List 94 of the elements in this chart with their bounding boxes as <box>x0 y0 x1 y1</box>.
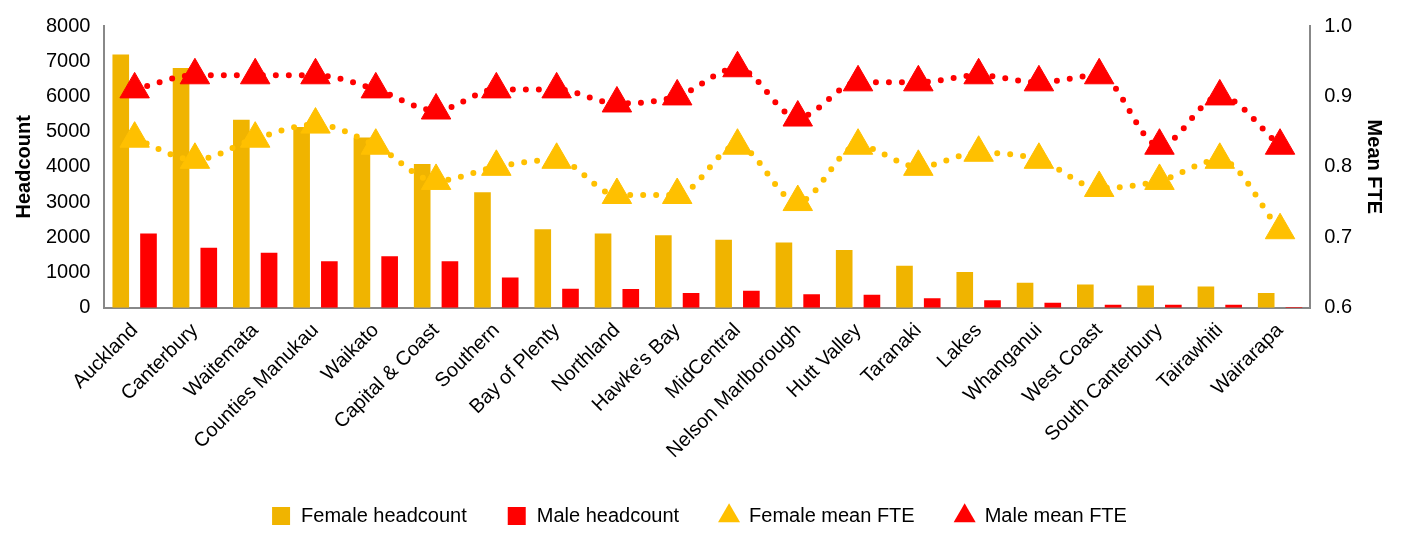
point <box>119 71 150 99</box>
y2-tick-label: 0.9 <box>1324 83 1353 106</box>
bar <box>233 119 250 308</box>
bar <box>441 261 459 308</box>
point <box>360 128 391 155</box>
bar <box>200 247 218 308</box>
bar <box>743 290 760 308</box>
y-tick-label: 6000 <box>45 83 91 106</box>
bar <box>956 272 974 308</box>
point <box>782 100 813 127</box>
bar <box>413 164 431 308</box>
point <box>1204 78 1235 106</box>
bar <box>835 249 853 308</box>
point <box>722 128 753 155</box>
y2-tick-label: 0.6 <box>1324 295 1353 318</box>
point <box>179 57 211 85</box>
bar <box>682 292 700 308</box>
legend-label: Female headcount <box>301 503 468 526</box>
point <box>420 93 452 120</box>
point <box>1023 64 1055 92</box>
bar <box>293 127 310 308</box>
point <box>481 149 512 176</box>
y2-axis-title: Mean FTE <box>1364 119 1387 215</box>
point <box>1083 170 1115 197</box>
y2-tick-label: 0.7 <box>1324 224 1353 247</box>
bar <box>1016 282 1034 308</box>
y-tick-label: 2000 <box>45 224 91 247</box>
point <box>1083 57 1115 85</box>
bar <box>896 265 913 308</box>
point <box>119 121 150 148</box>
y-tick-label: 3000 <box>45 189 91 212</box>
point <box>963 57 994 85</box>
point <box>1264 128 1296 155</box>
bar <box>321 261 338 308</box>
bar <box>622 289 640 308</box>
point <box>661 78 693 106</box>
bar <box>562 288 579 308</box>
y2-tick-label: 1.0 <box>1324 13 1353 36</box>
point <box>782 184 813 212</box>
bar <box>260 252 278 308</box>
bar <box>803 294 820 308</box>
point <box>541 142 572 169</box>
bar <box>715 239 732 308</box>
point <box>842 128 874 155</box>
point <box>360 71 391 99</box>
y2-tick-label: 0.8 <box>1324 154 1353 177</box>
point <box>541 71 572 99</box>
bar <box>474 192 491 308</box>
bar <box>381 256 398 308</box>
point <box>601 85 633 113</box>
point <box>239 121 271 148</box>
y-axis-title: Headcount <box>11 114 34 219</box>
bar <box>1137 285 1154 308</box>
point <box>239 57 271 85</box>
point <box>963 135 994 162</box>
point <box>179 142 211 169</box>
bar <box>1077 284 1094 308</box>
point <box>1144 163 1175 190</box>
bar <box>775 242 793 308</box>
bar <box>112 54 130 308</box>
point <box>300 107 331 134</box>
y-tick-label: 1000 <box>45 259 91 282</box>
y-tick-label: 7000 <box>45 48 91 71</box>
point <box>903 64 934 92</box>
y-tick-label: 8000 <box>45 13 91 36</box>
point <box>300 57 331 85</box>
bar <box>353 137 371 308</box>
point <box>481 71 512 99</box>
bar <box>140 233 157 308</box>
bar <box>172 67 190 308</box>
y-tick-label: 4000 <box>45 154 91 177</box>
point <box>601 177 633 205</box>
bar <box>1257 292 1275 308</box>
bar <box>534 229 552 308</box>
y-tick-label: 0 <box>79 295 91 318</box>
point <box>722 50 753 78</box>
point <box>1023 142 1055 169</box>
point <box>1264 212 1296 240</box>
bar <box>984 300 1001 308</box>
bar <box>1197 286 1215 308</box>
bar <box>655 235 672 308</box>
legend-label: Female mean FTE <box>749 503 915 526</box>
legend-label: Male headcount <box>536 503 680 526</box>
point <box>1204 142 1235 169</box>
point <box>420 163 452 190</box>
bar <box>594 233 612 308</box>
point <box>842 64 874 92</box>
legend-label: Male mean FTE <box>984 503 1127 526</box>
point <box>1144 128 1175 155</box>
point <box>661 177 693 205</box>
y-tick-label: 5000 <box>45 119 91 142</box>
bar <box>501 277 519 308</box>
point <box>903 149 934 176</box>
bar <box>923 298 941 308</box>
